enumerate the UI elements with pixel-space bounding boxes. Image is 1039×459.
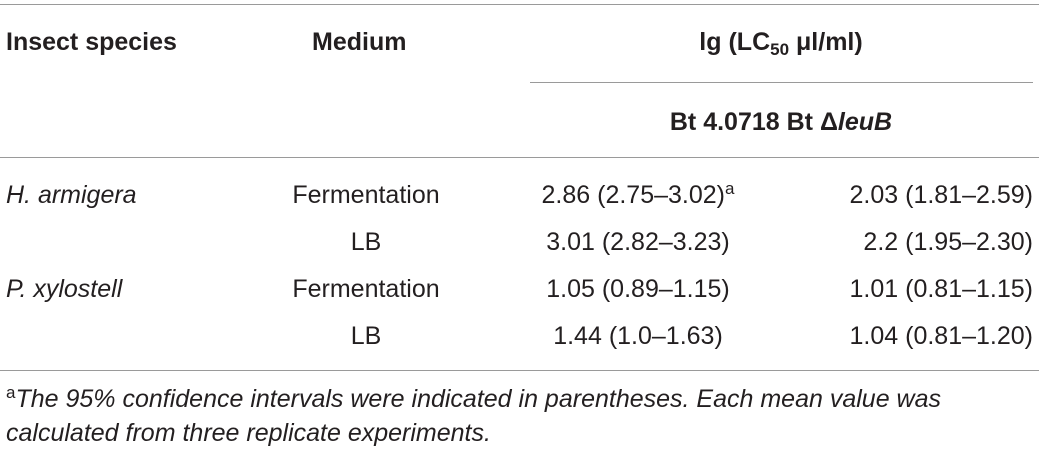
header-bottom-rule: [0, 157, 1039, 158]
row-3-value-leub: 1.01 (0.81–1.15): [849, 275, 1033, 303]
row-2-medium: LB: [350, 228, 382, 256]
header-strains: Bt 4.0718 Bt ΔleuB: [670, 107, 892, 137]
lg-span-rule: [530, 82, 1033, 83]
header-insect-species: Insect species: [6, 28, 177, 56]
top-rule: [0, 4, 1039, 5]
footnote-text: The 95% confidence intervals were indica…: [6, 385, 942, 447]
header-lg-prefix: lg (LC: [699, 28, 771, 56]
row-4-value-leub: 1.04 (0.81–1.20): [849, 322, 1033, 350]
header-strain-2-prefix: Bt Δ: [786, 108, 838, 136]
row-3-medium: Fermentation: [292, 275, 440, 303]
row-1-value-bt4-footnote-marker: a: [725, 179, 735, 198]
row-2-value-leub: 2.2 (1.95–2.30): [863, 228, 1033, 256]
header-lg-subscript: 50: [770, 40, 790, 59]
row-1-value-leub: 2.03 (1.81–2.59): [849, 181, 1033, 209]
header-lg-suffix: μl/ml): [789, 28, 863, 56]
header-lg-lc50: lg (LC50 μl/ml): [699, 27, 863, 59]
row-1-value-bt4-text: 2.86 (2.75–3.02): [541, 181, 726, 209]
header-strain-2-gene: leuB: [837, 108, 893, 136]
table-footnote: aThe 95% confidence intervals were indic…: [6, 382, 1034, 450]
row-1-value-bt4: 2.86 (2.75–3.02)a: [542, 180, 735, 210]
row-3-value-bt4: 1.05 (0.89–1.15): [546, 275, 730, 303]
row-2-value-bt4: 3.01 (2.82–3.23): [546, 228, 730, 256]
row-3-species: P. xylostell: [6, 275, 123, 303]
header-strain-1: Bt 4.0718: [669, 108, 780, 136]
footnote-marker: a: [6, 383, 16, 402]
row-1-species: H. armigera: [6, 181, 137, 209]
row-4-medium: LB: [350, 322, 382, 350]
row-4-value-bt4: 1.44 (1.0–1.63): [553, 322, 723, 350]
row-1-medium: Fermentation: [292, 181, 440, 209]
header-medium: Medium: [312, 28, 407, 56]
table-bottom-rule: [0, 370, 1039, 371]
